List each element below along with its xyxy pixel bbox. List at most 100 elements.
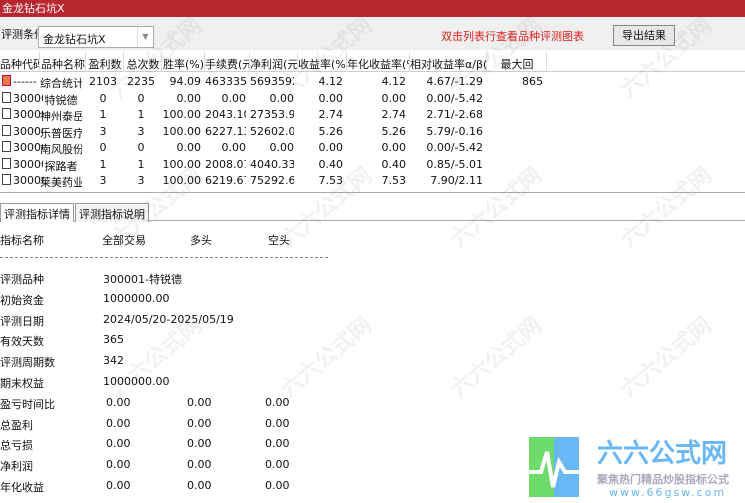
details-header: 多头 [190,234,212,247]
table-cell: 神州泰岳 [40,110,82,123]
details-cell: 342 [103,354,124,368]
details-cell: 0.00 [106,416,131,430]
table-cell: 2235 [127,75,155,88]
column-header[interactable]: 净利润(元) [250,58,298,71]
export-button[interactable]: 导出结果 [613,25,675,46]
table-cell: 0.00 [176,141,202,154]
details-cell: 盈亏时间比 [0,397,55,411]
column-header[interactable]: 相对收益率α/β(%) [410,58,487,71]
details-cell: 2024/05/20-2025/05/19 [103,312,234,326]
table-cell: 75292.68 [250,174,294,187]
details-cell: 评测周期数 [0,356,55,370]
table-cell: 5.26 [381,124,407,138]
table-cell: 0 [99,91,107,105]
condition-label: 评测条件: [1,28,49,41]
details-cell: 0.00 [265,395,290,409]
tab-explanation[interactable]: 评测指标说明 [75,203,149,222]
tab-details[interactable]: 评测指标详情 [0,203,74,222]
details-cell: 1000000.00 [103,375,170,388]
table-cell: 2043.10 [205,108,246,121]
table-cell: ------ [13,75,37,88]
table-cell: 0.00 [381,141,407,154]
table-cell: 7.53 [318,174,344,187]
column-header[interactable]: 手续费(元) [205,58,250,71]
column-header[interactable]: 品种名称 [41,58,85,71]
table-cell: 5.26 [318,124,344,138]
hint-text: 双击列表行查看品种评测图表 [441,30,584,43]
table-cell: 南风股份 [40,143,82,156]
file-icon [2,174,11,185]
details-cell: 0.00 [187,479,212,492]
table-cell: 300004 [13,141,43,154]
table-cell: 7.53 [381,174,407,187]
window-title: 金龙钻石坑X [0,0,745,17]
table-row[interactable]: ------综合统计 2103 2235 94.094633355.... 569359… [0,73,745,90]
details-cell: 0.00 [265,458,290,472]
column-header[interactable]: 年化收益率(%) [347,58,410,71]
details-cell: 总亏损 [0,439,33,453]
file-icon [2,157,11,169]
table-cell: 2.74 [318,108,344,121]
table-cell: 100.00 [162,108,202,121]
details-cell: 评测日期 [0,314,44,328]
details-header: 空头 [268,234,290,247]
file-icon [2,124,11,136]
table-row[interactable]: 300004南风股份 0 0 0.00 0.00 0.00 0.00 0.00 0.00/-5.… [0,139,745,156]
table-cell: 0.85/-5.01 [426,157,483,171]
details-cell: 净利润 [0,460,33,474]
condition-value: 金龙钻石坑X [43,33,106,46]
tab-bar: 评测指标详情 评测指标说明 [0,201,745,222]
condition-select[interactable]: 金龙钻石坑X ▼ [38,26,154,48]
table-cell: 1 [137,108,145,121]
details-cell: 0.00 [265,479,290,492]
table-row[interactable]: 300001特锐德 0 0 0.00 0.00 0.00 0.00 0.00 0.00/-5.4… [0,90,745,107]
table-cell: 0.00/-5.42 [426,141,483,154]
details-cell: 0.00 [106,395,131,409]
chevron-down-icon[interactable]: ▼ [137,27,153,47]
details-cell: 评测品种 [0,273,44,286]
details-cell: 0.00 [187,416,212,430]
details-cell: 年化收益 [0,481,44,494]
table-cell: 6219.67 [205,174,246,187]
table-cell: 100.00 [162,157,202,171]
table-cell: 0.00 [318,91,344,105]
details-cell: 期末权益 [0,377,44,390]
details-cell: 有效天数 [0,335,44,349]
column-header[interactable]: 胜率(%) [162,58,205,71]
table-cell: 2.74 [381,108,407,121]
table-cell: 探路者 [44,159,78,173]
table-cell: 52602.05 [250,124,294,138]
table-cell: 0.00 [221,91,247,105]
column-header[interactable]: 最大回 [500,58,534,71]
table-cell: 4.67/-1.29 [426,75,483,88]
table-cell: 3 [137,124,145,138]
table-cell: 865 [522,75,543,88]
logo-icon [529,437,579,497]
column-header[interactable]: 盈利数 [88,58,122,71]
table-cell: 0.00 [318,141,344,154]
details-cell: 0.00 [187,437,212,451]
table-cell: 27353.96 [250,108,294,121]
column-header[interactable]: 总次数 [126,58,160,71]
table-cell: 0.00 [269,141,295,154]
details-cell: 300001-特锐德 [103,273,182,286]
summary-icon [2,75,11,86]
details-header: 指标名称 [0,234,44,247]
table-cell: 3 [99,174,107,187]
details-cell: 0.00 [265,416,290,430]
details-cell: 0.00 [106,458,131,472]
table-cell: 94.09 [169,75,202,88]
file-icon [2,192,11,193]
table-cell: 0 [137,91,145,105]
column-header[interactable]: 收益率(%) [298,58,347,71]
table-cell: 3 [99,124,107,138]
column-header[interactable]: 品种代码 [0,58,40,71]
table-cell: 4633355.... [205,75,246,88]
table-cell: 乐普医疗 [40,126,82,140]
table-cell: 1 [99,157,107,171]
table-cell: 0.00 [176,91,202,105]
